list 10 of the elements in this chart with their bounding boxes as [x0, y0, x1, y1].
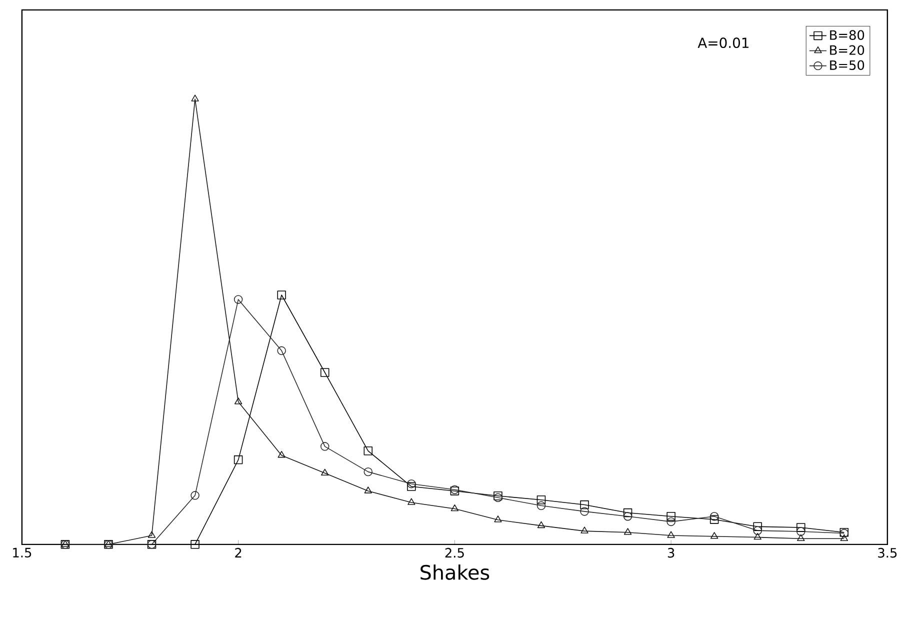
x-tick-label: 2.5: [445, 548, 464, 558]
text: A=0.01: [698, 37, 748, 48]
legend-label: B=50: [830, 60, 864, 70]
x-tick-label: 2: [235, 548, 242, 558]
legend-label: B=80: [830, 30, 864, 40]
legend-label: B=20: [830, 45, 864, 55]
x-axis-title: Shakes: [420, 564, 490, 580]
x-tick-label: 1.5: [13, 548, 32, 558]
x-tick-label: 3: [668, 548, 674, 558]
x-tick-label: 3.5: [878, 548, 897, 558]
